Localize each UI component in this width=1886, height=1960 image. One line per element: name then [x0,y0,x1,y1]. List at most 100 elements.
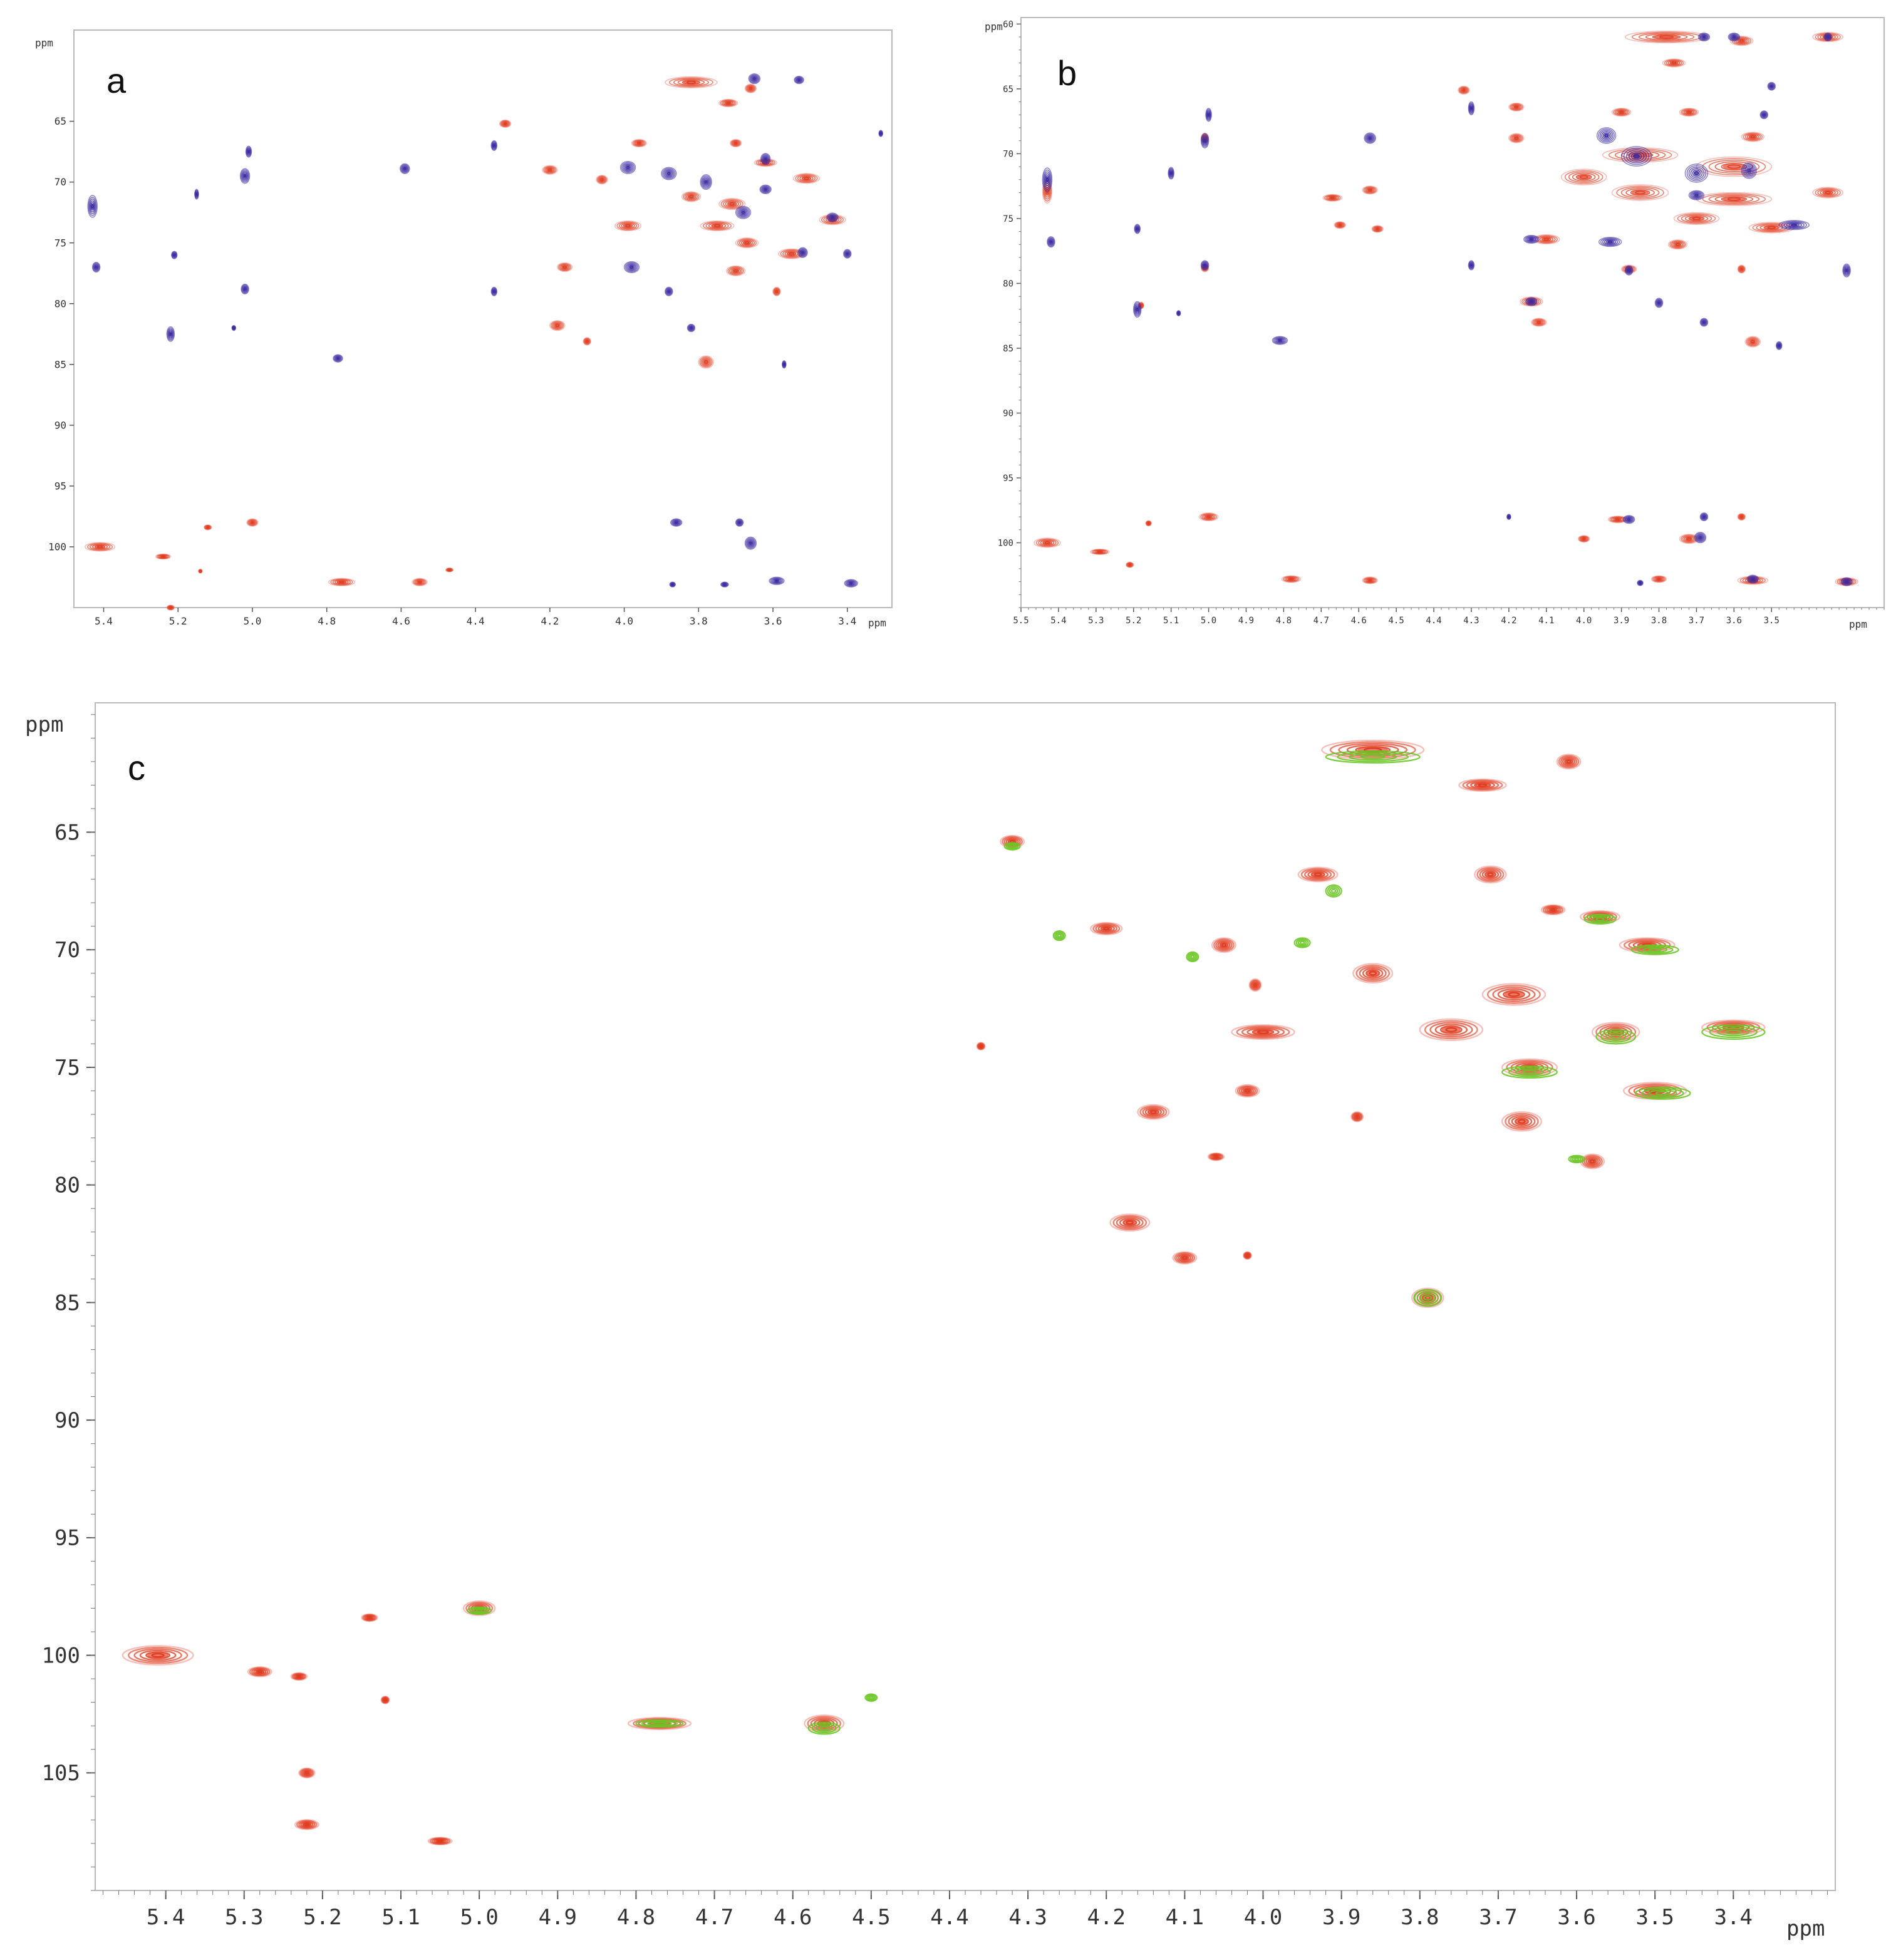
contour-core [1607,241,1614,243]
contour-level [769,576,785,585]
contour-level [1533,234,1560,245]
contour-level [298,1767,316,1778]
positive-peak [735,237,759,249]
contour-level [745,84,756,93]
contour-level [1599,130,1614,142]
positive-peak [1607,516,1628,524]
negative-peak [1654,298,1664,308]
contour-level [1744,133,1761,141]
y-tick-label: 70 [54,938,80,963]
contour-core [1565,759,1573,764]
contour-level [1729,36,1754,46]
x-tick-label: 5.1 [381,1905,420,1930]
negative-peak [1842,263,1851,277]
positive-peak [122,1645,194,1666]
panel-b-x-axis-label: ppm [1849,618,1867,630]
contour-core [384,1699,386,1701]
contour-level [332,579,351,585]
x-tick-label: 4.5 [852,1905,890,1930]
contour-level [1689,190,1704,200]
negative-peak [1132,301,1142,318]
contour-level [700,175,712,189]
contour-core [1654,35,1679,39]
contour-core [764,188,767,190]
contour-core [1312,872,1324,877]
contour-level [702,358,710,366]
contour-level [1362,576,1378,584]
positive-peak [1362,185,1378,195]
contour-level [846,580,856,586]
y-tick-label: 100 [998,538,1013,548]
contour-level [847,581,855,586]
positive-peak [596,175,608,185]
contour-core [1656,578,1662,581]
contour-level [798,247,807,257]
contour-level [467,1606,492,1615]
contour-core [624,224,632,227]
contour-core [723,584,726,586]
contour-level [1201,261,1209,270]
positive-peak [542,165,558,175]
contour-level [549,320,566,331]
contour-core [1671,61,1677,65]
contour-core [1516,1118,1528,1124]
positive-peak [1322,194,1343,202]
contour-level [1327,195,1338,200]
panel-c-label: c [128,748,145,787]
contour-level [1761,112,1767,118]
contour-level [1564,758,1573,765]
contour-level [1200,133,1210,148]
contour-level [333,355,343,362]
negative-peak [1596,127,1617,144]
y-tick-label: 85 [54,1290,80,1315]
contour-level [1602,238,1619,246]
positive-peak [1109,1213,1151,1232]
contour-level [1413,1289,1443,1307]
negative-peak [171,251,178,259]
contour-level [845,252,849,256]
contour-level [1844,579,1849,584]
contour-level [1252,982,1258,988]
contour-level [1511,1116,1533,1128]
contour-level [1525,236,1538,244]
contour-level [585,340,589,343]
negative-peak [1688,190,1705,200]
contour-level [1201,135,1208,147]
contour-level [1349,753,1397,761]
contour-level [1336,222,1344,227]
x-tick-label: 3.9 [1322,1905,1360,1930]
contour-level [1769,84,1774,88]
contour-level [1708,159,1760,174]
contour-level [1112,1215,1148,1230]
contour-level [1054,931,1065,940]
contour-level [1625,188,1655,197]
contour-level [1693,193,1700,197]
negative-peak [1598,237,1622,247]
contour-level [1653,576,1665,582]
contour-core [1530,300,1533,303]
contour-level [1664,59,1684,67]
contour-level [1334,222,1345,229]
contour-level [1527,237,1536,242]
contour-level [1460,88,1468,93]
y-tick-label: 90 [54,419,66,431]
contour-level [1578,536,1589,542]
contour-level [1201,514,1216,521]
contour-level [1238,1086,1256,1096]
contour-level [1701,514,1707,519]
contour-level [746,538,755,548]
negative-peak [91,261,101,273]
contour-level [1577,535,1590,543]
x-tick-label: 5.2 [1126,616,1141,626]
contour-core [630,266,634,269]
contour-level [1825,34,1831,40]
contour-level [1841,578,1852,586]
contour-level [1842,578,1851,585]
contour-level [1178,1254,1191,1262]
contour-level [1844,266,1849,274]
contour-level [1236,1025,1290,1039]
positive-peak [1679,108,1699,117]
contour-level [417,580,423,584]
contour-level [687,194,695,199]
